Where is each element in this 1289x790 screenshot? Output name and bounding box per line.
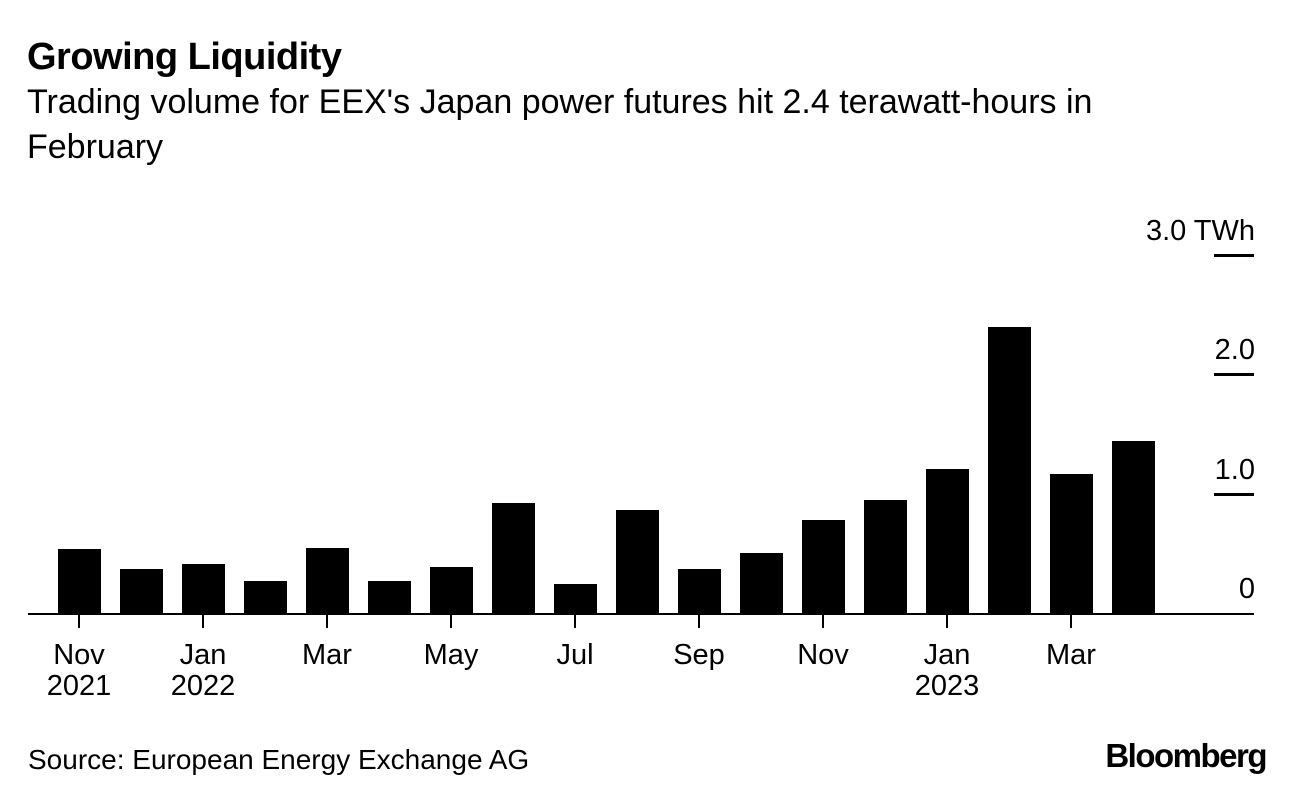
y-axis-label-0: 0 — [1238, 573, 1255, 605]
y-tick-dash-1 — [1214, 492, 1254, 496]
bar-jan-2023 — [925, 469, 969, 614]
bar-dec-2021 — [119, 569, 163, 614]
bar-nov-2021 — [57, 549, 101, 614]
x-tick-jan-2023 — [946, 615, 948, 628]
x-tick-nov-2021 — [78, 615, 80, 628]
bar-aug-2022 — [615, 510, 659, 614]
x-axis-line — [28, 613, 1254, 615]
y-tick-dash-3 — [1214, 253, 1254, 257]
bloomberg-logo: Bloomberg — [1105, 737, 1267, 774]
bar-jul-2022 — [553, 584, 597, 614]
bar-may-2022 — [429, 567, 473, 614]
x-axis-label-jan-2022: Jan 2022 — [170, 639, 236, 702]
x-tick-may — [450, 615, 452, 628]
bar-feb-2022 — [243, 581, 287, 614]
x-axis-label-jan-2023: Jan 2023 — [914, 639, 980, 702]
bar-mar-2023 — [1049, 474, 1093, 614]
x-tick-mar — [326, 615, 328, 628]
bar-mar-2022 — [305, 548, 349, 614]
x-axis-label-sep: Sep — [673, 639, 725, 671]
x-axis-label-nov: Nov — [797, 639, 849, 671]
bar-feb-2023 — [987, 327, 1031, 614]
x-tick-jan-2022 — [202, 615, 204, 628]
bar-jan-2022 — [181, 564, 225, 614]
bar-nov-2022 — [801, 520, 845, 614]
source-note: Source: European Energy Exchange AG — [28, 744, 530, 775]
x-tick-nov — [822, 615, 824, 628]
x-axis-label-nov-2021: Nov 2021 — [46, 639, 112, 702]
y-axis-label-3-0-twh: 3.0 TWh — [1145, 214, 1255, 247]
chart-subtitle: Trading volume for EEX's Japan power fut… — [27, 83, 1093, 166]
x-tick-sep — [698, 615, 700, 628]
bar-apr-2022 — [367, 581, 411, 614]
y-axis-label-1-0: 1.0 — [1214, 453, 1255, 486]
bar-apr-2023 — [1111, 441, 1155, 614]
bar-jun-2022 — [491, 503, 535, 614]
x-axis-label-may: May — [423, 639, 479, 671]
bar-sep-2022 — [677, 569, 721, 614]
x-axis-label-mar: Mar — [302, 639, 352, 671]
bar-dec-2022 — [863, 500, 907, 614]
x-axis-label-mar: Mar — [1046, 639, 1096, 671]
y-tick-dash-2 — [1214, 373, 1254, 376]
x-tick-jul — [574, 615, 576, 628]
chart-title: Growing Liquidity — [27, 36, 342, 78]
x-axis-label-jul: Jul — [556, 639, 594, 671]
bar-oct-2022 — [739, 553, 783, 614]
y-axis-label-2-0: 2.0 — [1214, 334, 1255, 366]
x-tick-mar — [1070, 615, 1072, 628]
